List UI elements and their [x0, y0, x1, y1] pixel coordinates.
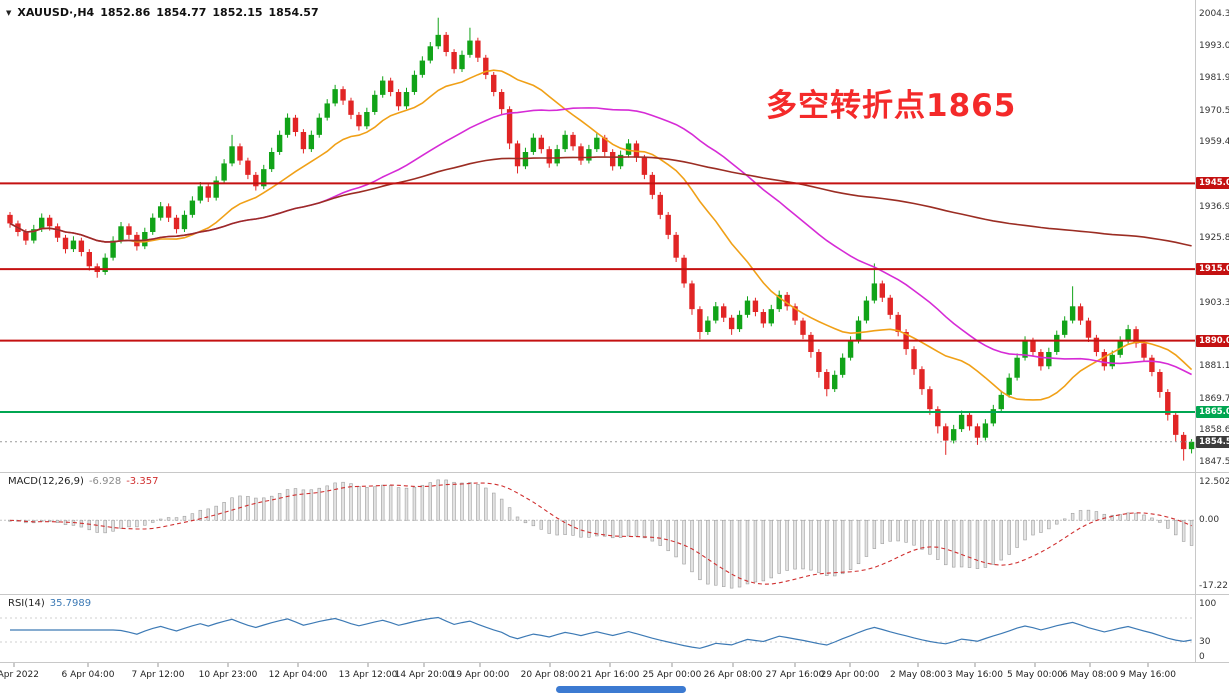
macd-main-value: -6.928 — [88, 476, 122, 487]
ohlc-close: 1854.57 — [268, 6, 319, 19]
scrollbar-thumb[interactable] — [556, 686, 686, 693]
rsi-value: 35.7989 — [49, 598, 92, 609]
ma-slow-line — [9, 156, 1192, 247]
rsi-label: RSI(14) — [8, 598, 45, 609]
macd-histogram-group — [8, 479, 1194, 589]
macd-header: MACD(12,26,9) -6.928 -3.357 — [8, 476, 158, 487]
symbol-label: XAUUSD·,H4 — [17, 6, 95, 19]
symbol-header[interactable]: ▼ XAUUSD·,H4 1852.86 1854.77 1852.15 185… — [6, 6, 319, 19]
macd-signal-value: -3.357 — [126, 476, 159, 487]
ma-fast-line — [9, 69, 1193, 401]
macd-label: MACD(12,26,9) — [8, 476, 84, 487]
ohlc-open: 1852.86 — [100, 6, 151, 19]
annotation-text: 多空转折点1865 — [766, 88, 1017, 124]
macd-signal-line — [9, 482, 1192, 585]
rsi-header: RSI(14) 35.7989 — [8, 598, 91, 609]
candles-group — [7, 17, 1195, 461]
ohlc-high: 1854.77 — [156, 6, 207, 19]
level-lines-group — [0, 182, 1195, 443]
ma-mid-line — [9, 107, 1192, 376]
rsi-line — [10, 616, 1192, 649]
dropdown-triangle-icon[interactable]: ▼ — [6, 8, 12, 17]
ohlc-low: 1852.15 — [212, 6, 263, 19]
